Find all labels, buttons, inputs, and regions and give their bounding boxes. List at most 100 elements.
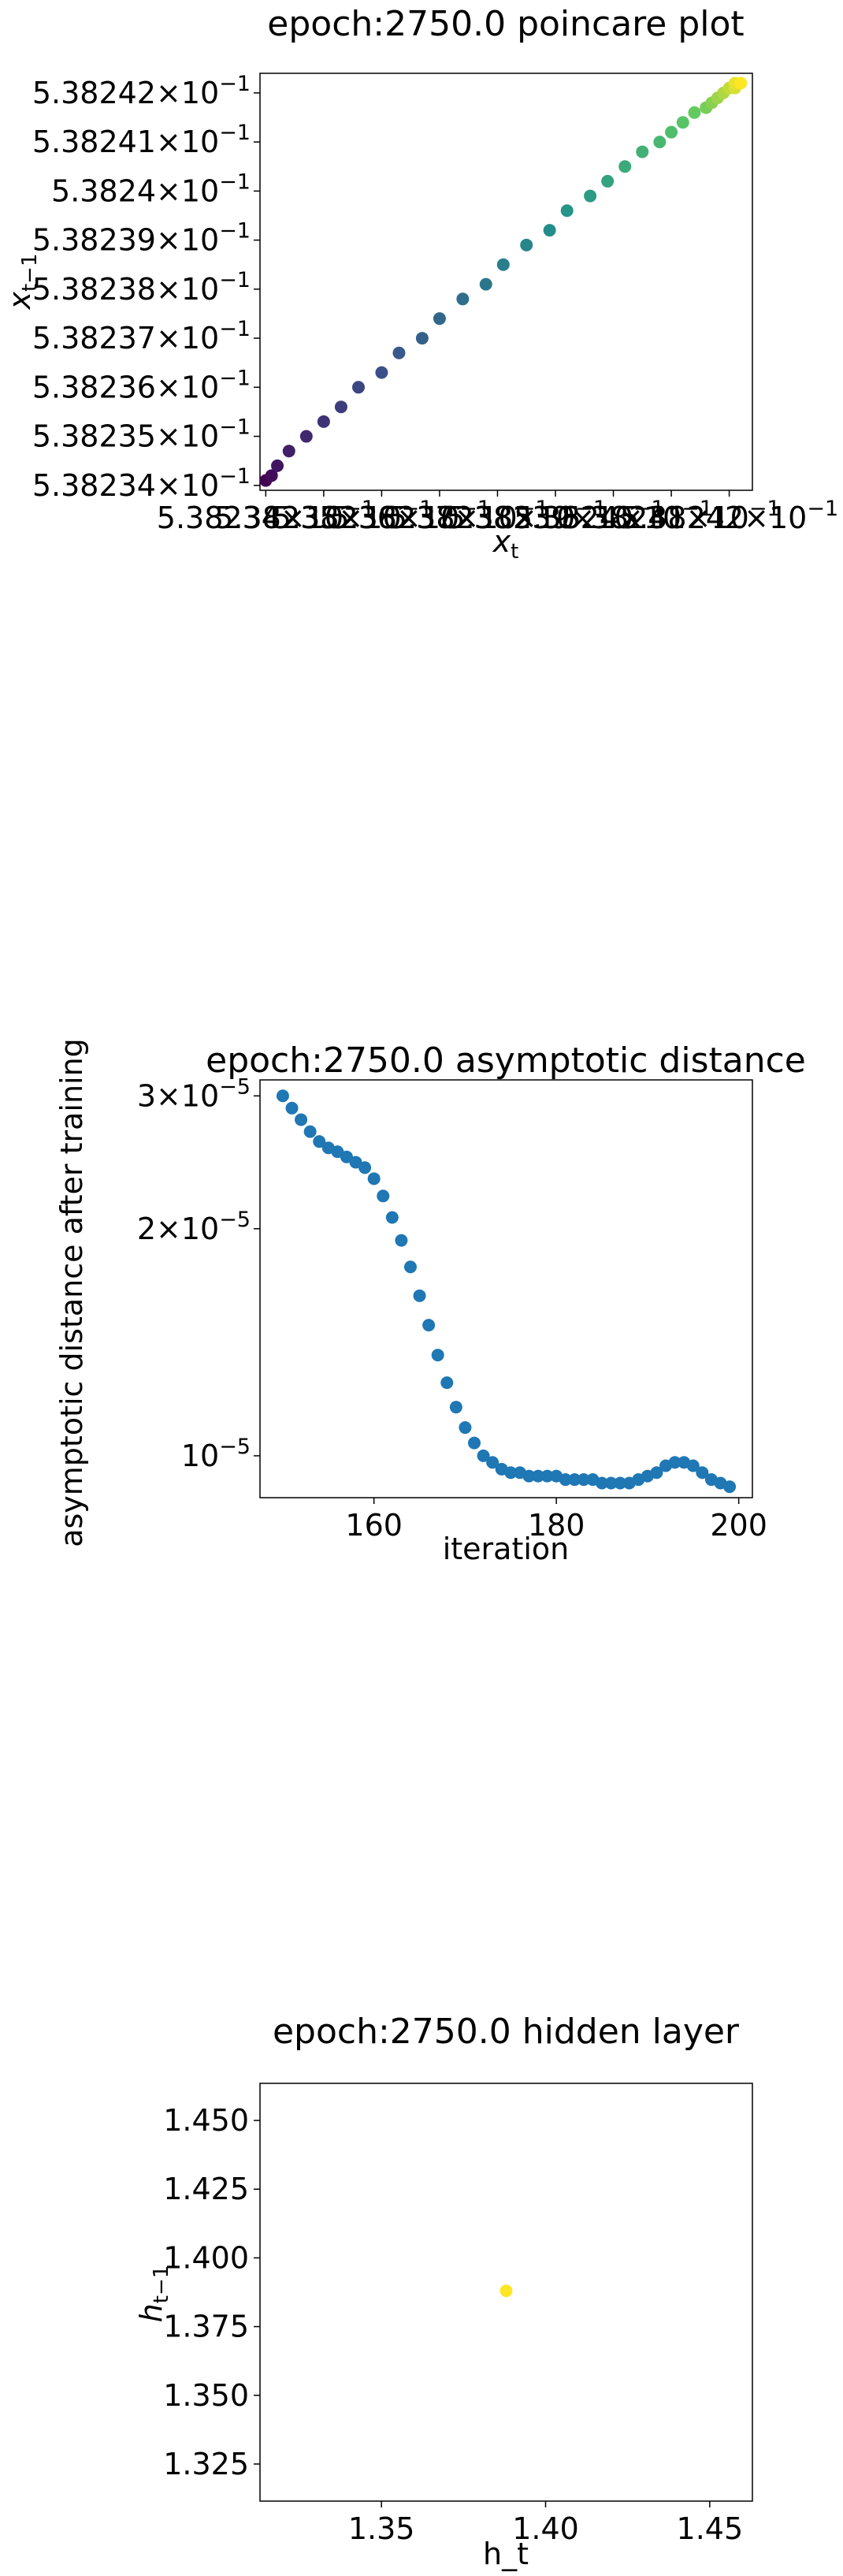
poincare-point (665, 125, 678, 139)
asymptotic-point (285, 1101, 299, 1115)
poincare-point (265, 469, 278, 482)
poincare-point (618, 160, 632, 173)
asymptotic-point (349, 1156, 362, 1169)
poincare-point (334, 400, 347, 414)
poincare-y-tick-label: 5.38242×10−1 (32, 72, 251, 110)
asymptotic-point (486, 1456, 499, 1469)
poincare-point (299, 430, 313, 443)
poincare-point (636, 145, 649, 158)
poincare-point (601, 174, 615, 188)
poincare-point (653, 136, 667, 149)
poincare-point (479, 277, 492, 291)
poincare-y-tick-label: 5.38239×10−1 (32, 219, 251, 258)
asymptotic-point (440, 1376, 454, 1390)
asymptotic-y-ticks: 3×10−5 2×10−5 10−5 (137, 1074, 260, 1473)
asymptotic-point (650, 1466, 663, 1480)
asymptotic-point (568, 1473, 581, 1487)
poincare-x-tick-label: 5.38234×10−1 (157, 497, 375, 535)
asymptotic-point (723, 1480, 737, 1494)
asymptotic-point (467, 1436, 481, 1450)
asymptotic-point (577, 1473, 590, 1487)
poincare-x-tick-label: 5.38235×10−1 (214, 497, 433, 535)
asymptotic-title: epoch:2750.0 asymptotic distance (206, 1040, 806, 1081)
hidden-layer-chart: epoch:2750.0 hidden layer 1.325 1.350 1.37… (134, 2012, 753, 2571)
poincare-y-tick-label: 5.38234×10−1 (32, 464, 251, 503)
asymptotic-point (559, 1473, 572, 1487)
poincare-title: epoch:2750.0 poincare plot (267, 4, 744, 44)
poincare-y-tick-label: 5.38235×10−1 (32, 415, 251, 454)
asymptotic-point (313, 1135, 326, 1148)
asymptotic-point (395, 1234, 408, 1247)
asymptotic-point (522, 1469, 536, 1483)
poincare-point (456, 292, 470, 306)
asymptotic-y-tick-label: 3×10−5 (137, 1074, 251, 1113)
asymptotic-points (276, 1089, 737, 1494)
asymptotic-point (295, 1113, 308, 1126)
hidden-layer-title: epoch:2750.0 hidden layer (273, 2012, 740, 2052)
asymptotic-point (358, 1161, 372, 1174)
poincare-points (259, 76, 748, 487)
hidden-layer-x-tick-label: 1.35 (348, 2511, 415, 2546)
asymptotic-point (403, 1260, 417, 1274)
asymptotic-point (459, 1421, 472, 1435)
asymptotic-point (604, 1476, 618, 1490)
poincare-point (584, 189, 597, 203)
poincare-x-ticks: 5.38234×10−15.38235×10−15.38236×10−15.38… (157, 490, 838, 535)
hidden-layer-plot-frame (259, 2083, 753, 2502)
asymptotic-point (385, 1211, 399, 1224)
hidden-layer-y-ticks: 1.325 1.350 1.375 1.400 1.425 1.450 (163, 2103, 260, 2481)
poincare-x-tick-label: 5.38236×10−1 (273, 497, 491, 535)
poincare-y-axis-label: xt−1 (2, 253, 42, 310)
asymptotic-x-axis-label: iteration (443, 1532, 570, 1566)
poincare-point (543, 224, 556, 237)
asymptotic-point (367, 1172, 381, 1186)
poincare-point (676, 116, 689, 129)
poincare-point (375, 366, 388, 379)
asymptotic-point (340, 1150, 353, 1163)
asymptotic-x-tick-label: 180 (528, 1508, 585, 1543)
poincare-y-tick-label: 5.3824×10−1 (51, 169, 251, 208)
hidden-layer-x-axis-label: h_t (483, 2537, 529, 2571)
poincare-x-tick-label: 5.38239×10−1 (446, 497, 664, 535)
poincare-point (271, 459, 284, 472)
poincare-x-tick-label: 5.38237×10−1 (330, 497, 548, 535)
hidden-layer-y-tick-label: 1.375 (163, 2310, 249, 2344)
poincare-y-tick-label: 5.38236×10−1 (32, 366, 251, 404)
asymptotic-point (377, 1189, 390, 1203)
poincare-y-ticks: 5.38234×10−1 5.38235×10−1 5.38236×10−1 5.38… (32, 72, 260, 503)
asymptotic-point (331, 1145, 344, 1159)
hidden-layer-x-tick-label: 1.45 (677, 2511, 744, 2546)
poincare-point (520, 238, 533, 251)
asymptotic-point (540, 1469, 554, 1483)
asymptotic-point (686, 1459, 700, 1472)
asymptotic-point (303, 1125, 317, 1138)
poincare-point (560, 204, 574, 218)
asymptotic-point (422, 1319, 436, 1332)
asymptotic-point (276, 1089, 289, 1103)
poincare-y-tick-label: 5.38237×10−1 (32, 317, 251, 356)
hidden-layer-points (499, 2284, 513, 2298)
asymptotic-x-ticks: 160 180 200 (345, 1498, 767, 1543)
asymptotic-y-tick-label: 10−5 (181, 1435, 251, 1473)
poincare-x-axis-label: xt (492, 524, 519, 564)
hidden-layer-point (499, 2284, 513, 2298)
poincare-point (734, 76, 748, 90)
asymptotic-point (532, 1469, 545, 1483)
asymptotic-distance-chart: epoch:2750.0 asymptotic distance 3×10−5 2… (54, 1038, 806, 1566)
poincare-point (392, 346, 406, 359)
asymptotic-point (413, 1289, 426, 1302)
asymptotic-x-tick-label: 200 (710, 1508, 767, 1543)
poincare-x-tick-label: 5.38242×10−1 (620, 497, 838, 535)
asymptotic-point (431, 1349, 444, 1362)
poincare-point (352, 381, 365, 394)
hidden-layer-y-tick-label: 1.325 (163, 2447, 249, 2481)
hidden-layer-x-tick-label: 1.40 (512, 2511, 579, 2546)
asymptotic-point (668, 1456, 681, 1469)
asymptotic-point (477, 1449, 490, 1462)
poincare-plot-frame (259, 73, 753, 491)
poincare-point (496, 258, 510, 271)
asymptotic-point (696, 1466, 709, 1480)
poincare-x-tick-label: 5.38241×10−1 (562, 497, 780, 535)
poincare-point (688, 106, 701, 119)
